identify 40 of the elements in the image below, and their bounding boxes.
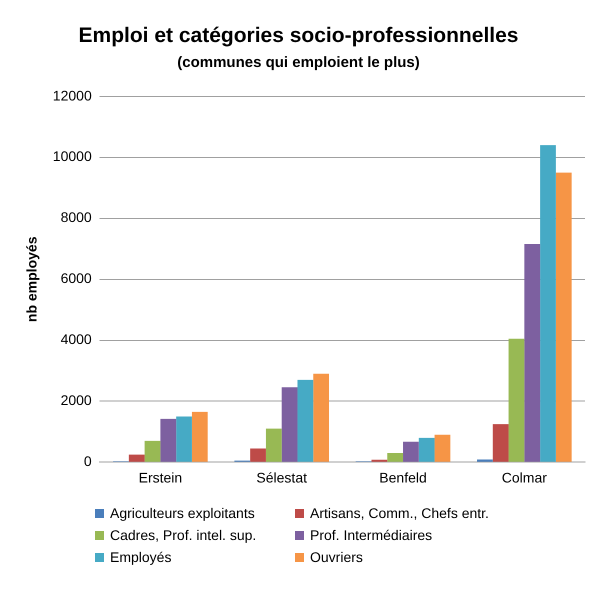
x-tick-label: Benfeld (379, 469, 427, 486)
legend-label: Agriculteurs exploitants (110, 505, 255, 521)
bar (160, 418, 176, 462)
x-tick-label: Erstein (138, 469, 182, 486)
y-tick-label: 12000 (52, 87, 92, 104)
bar (313, 374, 330, 462)
y-axis-title: nb employés (23, 236, 40, 322)
bar (176, 416, 192, 462)
x-tick-label: Sélestat (256, 469, 308, 486)
bar (192, 412, 208, 462)
bar (282, 387, 298, 462)
legend-label: Artisans, Comm., Chefs entr. (310, 505, 489, 521)
legend-label: Employés (110, 549, 172, 565)
chart-title: Emploi et catégories socio-professionnelles (78, 24, 520, 48)
bar (477, 459, 493, 462)
bar (128, 454, 145, 462)
bar (297, 380, 314, 462)
legend-label: Cadres, Prof. intel. sup. (110, 527, 256, 543)
legend-label: Ouvriers (310, 549, 363, 565)
bar (266, 428, 282, 462)
bar (556, 172, 572, 462)
y-tick-label: 4000 (60, 331, 92, 348)
bar (492, 424, 509, 462)
y-tick-label: 0 (84, 453, 92, 470)
chart-subtitle: (communes qui emploient le plus) (176, 54, 421, 71)
x-tick-label: Colmar (502, 469, 548, 486)
y-tick-label: 2000 (60, 392, 92, 408)
bar (508, 338, 524, 462)
bar (418, 438, 435, 462)
y-tick-label: 6000 (60, 270, 92, 286)
bar (144, 440, 160, 462)
bar (250, 448, 266, 462)
bar (524, 244, 540, 462)
y-tick-label: 10000 (52, 148, 92, 164)
bar (403, 442, 419, 462)
legend-label: Prof. Intermédiaires (310, 527, 432, 543)
bar (540, 145, 556, 462)
bar (434, 434, 450, 462)
y-tick-label: 8000 (60, 209, 92, 226)
bar (387, 453, 404, 462)
